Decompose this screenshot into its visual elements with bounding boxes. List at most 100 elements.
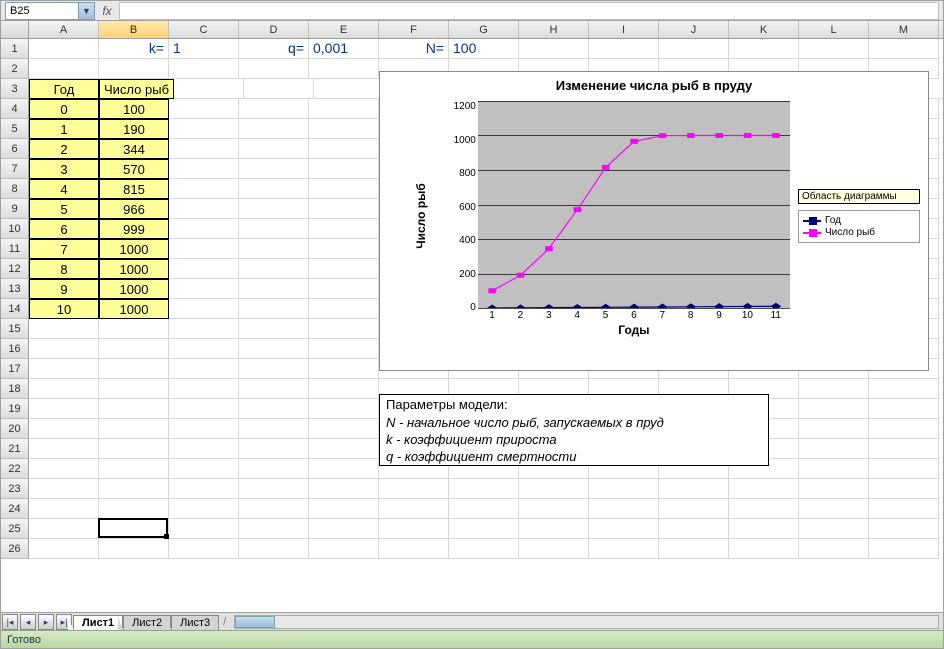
column-header-j[interactable]: J (659, 21, 729, 38)
sheet-tab-1[interactable]: Лист1 (73, 615, 123, 630)
cell-E23[interactable] (309, 479, 379, 499)
cell-C17[interactable] (169, 359, 239, 379)
cell-C6[interactable] (169, 139, 239, 159)
cell-C18[interactable] (169, 379, 239, 399)
row-header-11[interactable]: 11 (1, 239, 29, 259)
name-box-dropdown-icon[interactable]: ▼ (78, 3, 94, 19)
cell-D20[interactable] (239, 419, 309, 439)
row-header-3[interactable]: 3 (1, 79, 29, 99)
cell-M19[interactable] (869, 399, 939, 419)
cell-D26[interactable] (239, 539, 309, 559)
tab-nav-first-icon[interactable]: |◂ (2, 614, 18, 630)
cell-G25[interactable] (449, 519, 519, 539)
cell-B17[interactable] (99, 359, 169, 379)
horizontal-scrollbar[interactable] (234, 615, 939, 629)
cell-F1[interactable]: N= (379, 39, 449, 59)
cell-B16[interactable] (99, 339, 169, 359)
cell-E11[interactable] (309, 239, 379, 259)
cell-D13[interactable] (239, 279, 309, 299)
cell-L1[interactable] (799, 39, 869, 59)
cell-B3[interactable]: Число рыб (99, 79, 174, 99)
cell-A25[interactable] (29, 519, 99, 539)
cell-E2[interactable] (309, 59, 379, 79)
column-header-a[interactable]: A (29, 21, 99, 38)
cell-A12[interactable]: 8 (29, 259, 99, 279)
column-header-m[interactable]: M (869, 21, 939, 38)
cell-B19[interactable] (99, 399, 169, 419)
cell-C10[interactable] (169, 219, 239, 239)
cell-B18[interactable] (99, 379, 169, 399)
cell-F26[interactable] (379, 539, 449, 559)
cell-E24[interactable] (309, 499, 379, 519)
cell-A15[interactable] (29, 319, 99, 339)
cell-A3[interactable]: Год (29, 79, 99, 99)
cell-L21[interactable] (799, 439, 869, 459)
cell-B2[interactable] (99, 59, 169, 79)
cell-C5[interactable] (169, 119, 239, 139)
cell-E7[interactable] (309, 159, 379, 179)
cell-L20[interactable] (799, 419, 869, 439)
column-header-l[interactable]: L (799, 21, 869, 38)
column-header-h[interactable]: H (519, 21, 589, 38)
cell-D15[interactable] (239, 319, 309, 339)
cell-L23[interactable] (799, 479, 869, 499)
cell-E8[interactable] (309, 179, 379, 199)
cell-C11[interactable] (169, 239, 239, 259)
cell-B13[interactable]: 1000 (99, 279, 169, 299)
row-header-9[interactable]: 9 (1, 199, 29, 219)
row-header-13[interactable]: 13 (1, 279, 29, 299)
cell-M18[interactable] (869, 379, 939, 399)
cell-D9[interactable] (239, 199, 309, 219)
cell-C23[interactable] (169, 479, 239, 499)
sheet-tab-3[interactable]: Лист3 (171, 615, 219, 630)
cell-M23[interactable] (869, 479, 939, 499)
cell-G1[interactable]: 100 (449, 39, 519, 59)
cell-I1[interactable] (589, 39, 659, 59)
cell-B9[interactable]: 966 (99, 199, 169, 219)
cell-A16[interactable] (29, 339, 99, 359)
cell-E9[interactable] (309, 199, 379, 219)
cell-F24[interactable] (379, 499, 449, 519)
row-header-8[interactable]: 8 (1, 179, 29, 199)
cell-A6[interactable]: 2 (29, 139, 99, 159)
cell-A5[interactable]: 1 (29, 119, 99, 139)
cell-A14[interactable]: 10 (29, 299, 99, 319)
cell-B20[interactable] (99, 419, 169, 439)
cell-E5[interactable] (309, 119, 379, 139)
cell-B7[interactable]: 570 (99, 159, 169, 179)
cell-E20[interactable] (309, 419, 379, 439)
sheet-tab-2[interactable]: Лист2 (123, 615, 171, 630)
cell-C15[interactable] (169, 319, 239, 339)
row-header-6[interactable]: 6 (1, 139, 29, 159)
cell-B25[interactable] (99, 519, 169, 539)
cell-M26[interactable] (869, 539, 939, 559)
cell-E6[interactable] (309, 139, 379, 159)
row-header-1[interactable]: 1 (1, 39, 29, 59)
cell-F25[interactable] (379, 519, 449, 539)
row-header-16[interactable]: 16 (1, 339, 29, 359)
cell-D17[interactable] (239, 359, 309, 379)
cell-H23[interactable] (519, 479, 589, 499)
cell-M24[interactable] (869, 499, 939, 519)
cell-D16[interactable] (239, 339, 309, 359)
tab-nav-next-icon[interactable]: ▸ (38, 614, 54, 630)
cell-C4[interactable] (169, 99, 239, 119)
cell-D8[interactable] (239, 179, 309, 199)
cell-E17[interactable] (309, 359, 379, 379)
cell-H25[interactable] (519, 519, 589, 539)
cell-B26[interactable] (99, 539, 169, 559)
cell-G23[interactable] (449, 479, 519, 499)
cell-B1[interactable]: k= (99, 39, 169, 59)
cell-C24[interactable] (169, 499, 239, 519)
cell-D6[interactable] (239, 139, 309, 159)
cell-K24[interactable] (729, 499, 799, 519)
tab-nav-prev-icon[interactable]: ◂ (20, 614, 36, 630)
cell-J26[interactable] (659, 539, 729, 559)
cell-C3[interactable] (174, 79, 244, 99)
cell-J23[interactable] (659, 479, 729, 499)
cell-M22[interactable] (869, 459, 939, 479)
name-box[interactable]: B25 ▼ (5, 2, 95, 20)
column-header-b[interactable]: B (99, 21, 169, 38)
cell-A1[interactable] (29, 39, 99, 59)
row-header-17[interactable]: 17 (1, 359, 29, 379)
